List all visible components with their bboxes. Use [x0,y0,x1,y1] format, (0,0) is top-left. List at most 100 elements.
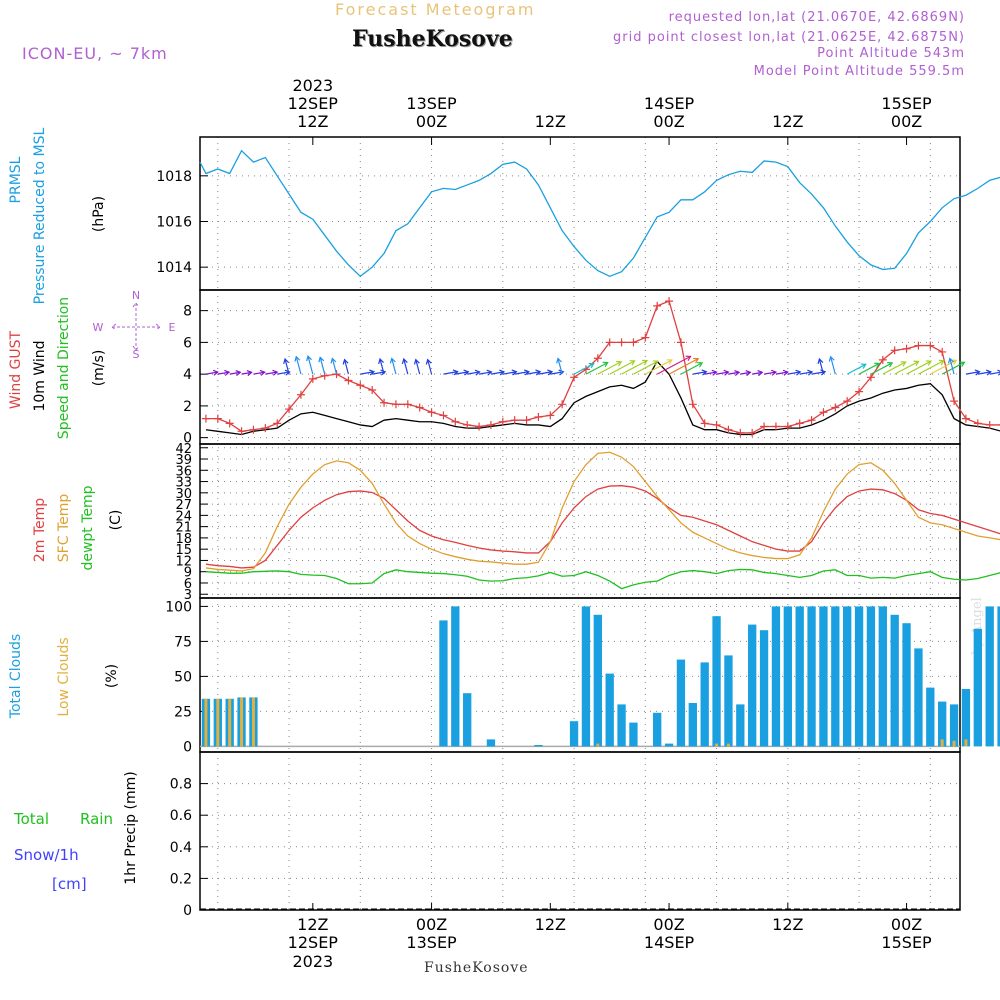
total-cloud-bar [451,606,460,747]
gust-marker [712,420,721,429]
y-tick-label: 1016 [156,214,192,230]
wind-arrow [217,369,231,376]
wind-arrow [389,357,397,375]
temp-unit: (C) [108,510,124,531]
total-cloud-bar [664,743,674,747]
gust-marker [985,420,994,429]
wind-label: 10m Wind [32,340,48,411]
y-tick-label: 21 [175,521,192,536]
wind-arrow [918,359,945,375]
wind-arrow [306,355,314,375]
compass-e: E [169,321,176,334]
bottom-axis-hour: 00Z [653,915,684,934]
wind-arrow [413,358,421,375]
y-tick-label: 36 [175,464,192,479]
wind-arrow [401,357,409,375]
total-cloud-bar [712,616,721,747]
model-label: ICON-EU, ~ 7km [22,44,168,63]
wind-arrow [977,369,992,376]
gust-marker [605,338,614,347]
bottom-axis-hour: 00Z [891,915,922,934]
gust-marker [736,428,745,437]
wind-arrow [241,370,253,377]
gust-marker [878,355,887,364]
wind-arrow [882,361,907,375]
gust-marker [688,400,697,409]
y-tick-label: 39 [175,453,192,468]
bottom-axis-date: 15SEP [881,933,932,952]
bottom-axis-hour: 00Z [416,915,447,934]
total-cloud-bar [973,628,982,747]
gust-marker [201,414,210,423]
gust-marker [593,354,602,363]
low-cloud-bar [204,698,208,747]
total-cloud-bar [629,722,638,747]
y-tick-label: 1014 [156,260,192,276]
gust-marker [356,381,365,390]
total-cloud-bar [795,606,804,747]
y-tick-label: 50 [174,669,192,685]
total-cloud-bar [926,687,935,747]
clouds-unit: (%) [104,664,120,688]
compass-s: S [133,348,140,361]
wind-arrow [455,369,470,376]
wind-arrow [965,369,981,376]
wind-arrow [205,369,219,376]
y-tick-label: 12 [175,554,192,569]
gust-marker [795,419,804,428]
gust-marker [997,424,1000,426]
wind-arrow [894,360,920,375]
gust-marker [914,341,923,350]
total-cloud-bar [997,606,1000,747]
wind-arrow [573,362,595,375]
wind-unit: (m/s) [91,350,107,387]
gust-marker [819,408,828,417]
total-cloud-bar [736,704,745,747]
rain-label-b: Rain [80,810,113,828]
wind-arrow [425,358,433,375]
y-tick-label: 30 [175,487,192,502]
bottom-axis-date: 12SEP [288,933,339,952]
y-tick-label: 33 [175,476,192,491]
y-tick-label: 15 [175,543,192,558]
gust-marker [498,417,507,426]
snow-label: Snow/1h [14,846,79,864]
y-tick-label: 4 [183,367,192,383]
gust-marker [308,374,317,383]
low-cloud-bar [251,697,255,747]
total-cloud-bar [819,606,828,747]
bottom-axis-hour: 12Z [772,915,803,934]
dewpt-temp-line [205,568,1000,590]
total-cloud-bar [866,606,876,747]
low-cloud-bar [964,739,968,747]
gust-marker [249,425,258,434]
y-tick-label: 18 [175,532,192,547]
gust-marker [296,390,305,399]
low-cloud-bar [952,740,956,747]
pressure-line [199,149,1000,278]
total-cloud-bar [843,606,852,747]
wind-arrow [597,360,623,375]
total-cloud-bar [961,689,971,747]
gust-marker [391,400,400,409]
precip-unit: 1hr Precip (mm) [123,771,139,884]
low-clouds-label: Low Clouds [56,637,72,716]
wind-arrow [330,357,338,375]
pressure-label: PRMSL [8,156,24,203]
total-cloud-bar [605,673,614,747]
wind-arrow [633,360,659,375]
total-cloud-bar [676,659,686,747]
gust-marker [783,422,792,431]
gust-marker [486,420,495,429]
wind-arrow [668,357,700,375]
point-altitude: Point Altitude 543m [817,46,965,61]
gust-marker [475,422,484,431]
total-cloud-bar [569,721,579,747]
total-cloud-bar [985,606,994,747]
pressure-label-long: Pressure Reduced to MSL [32,127,48,304]
wind-arrow [378,357,385,375]
total-cloud-bar [700,662,709,747]
wind-arrow [621,359,649,375]
gust-marker [700,419,709,428]
total-cloud-bar [914,648,923,747]
